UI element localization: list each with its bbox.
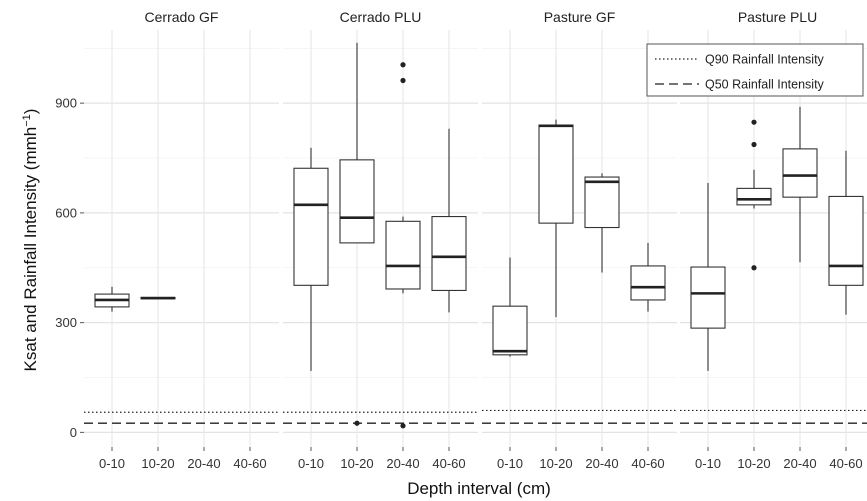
y-tick-label: 900 — [55, 96, 77, 111]
box-10-20 — [140, 296, 176, 300]
x-tick-label: 40-60 — [631, 456, 664, 471]
facet-title: Cerrado PLU — [340, 9, 422, 25]
x-tick-label: 0-10 — [99, 456, 125, 471]
y-axis-title: Ksat and Rainfall Intensity (mmh−1) — [21, 109, 40, 372]
box-body — [828, 195, 864, 286]
x-tick-label: 20-40 — [585, 456, 618, 471]
facet-title: Pasture PLU — [738, 9, 817, 25]
panel-cerrado-gf: Cerrado GF — [84, 9, 279, 447]
legend-label: Q90 Rainfall Intensity — [705, 53, 825, 67]
y-tick-label: 300 — [55, 315, 77, 330]
x-tick-label: 10-20 — [737, 456, 770, 471]
x-tick-label: 0-10 — [497, 456, 523, 471]
outlier-point — [400, 77, 406, 84]
panel-cerrado-plu: Cerrado PLU — [283, 9, 478, 447]
outlier-point — [751, 141, 757, 148]
y-axis: 0 300 600 900 — [55, 96, 84, 440]
box-10-20 — [538, 119, 574, 318]
legend-box — [646, 43, 864, 97]
x-tick-label: 40-60 — [829, 456, 862, 471]
box-20-40 — [385, 62, 421, 429]
box-body — [690, 266, 726, 329]
box-body — [736, 187, 772, 206]
x-tick-label: 20-40 — [187, 456, 220, 471]
box-body — [782, 148, 818, 198]
box-40-60 — [630, 242, 666, 312]
x-tick-label: 0-10 — [298, 456, 324, 471]
box-body — [492, 305, 528, 356]
box-40-60 — [431, 128, 467, 313]
x-tick-label: 40-60 — [432, 456, 465, 471]
box-10-20 — [736, 119, 772, 271]
outlier-point — [751, 265, 757, 271]
outlier-point — [751, 119, 757, 125]
box-body — [339, 159, 375, 244]
x-tick-label: 10-20 — [539, 456, 572, 471]
box-body — [385, 220, 421, 290]
box-20-40 — [584, 173, 620, 273]
legend: Q90 Rainfall Intensity Q50 Rainfall Inten… — [646, 43, 864, 97]
x-tick-label: 0-10 — [695, 456, 721, 471]
y-axis-title-end: ) — [21, 109, 40, 115]
y-tick-label: 0 — [70, 425, 77, 440]
x-axis: 0-10 10-20 20-40 40-60 0-10 10-20 20-40 40-60 0-… — [99, 447, 863, 471]
outlier-point — [400, 62, 406, 68]
box-0-10 — [94, 286, 130, 312]
y-axis-title-sup: −1 — [21, 114, 33, 127]
y-tick-label: 600 — [55, 205, 77, 220]
panel-pasture-gf: Pasture GF — [482, 9, 677, 447]
box-body — [293, 167, 329, 286]
box-body — [630, 265, 666, 301]
facet-title: Cerrado GF — [145, 9, 219, 25]
x-tick-label: 40-60 — [233, 456, 266, 471]
facet-title: Pasture GF — [544, 9, 616, 25]
box-body — [584, 176, 620, 229]
x-tick-label: 20-40 — [386, 456, 419, 471]
box-0-10 — [690, 182, 726, 371]
outlier-point — [400, 423, 406, 429]
x-tick-label: 10-20 — [340, 456, 373, 471]
box-body — [431, 216, 467, 291]
box-body — [538, 124, 574, 224]
x-tick-label: 20-40 — [783, 456, 816, 471]
legend-label: Q50 Rainfall Intensity — [705, 78, 825, 92]
box-0-10 — [492, 257, 528, 357]
box-10-20 — [339, 42, 375, 426]
box-20-40 — [782, 106, 818, 263]
x-axis-title: Depth interval (cm) — [407, 479, 551, 498]
outlier-point — [354, 420, 360, 426]
box-0-10 — [293, 147, 329, 371]
x-tick-label: 10-20 — [141, 456, 174, 471]
y-axis-title-main: Ksat and Rainfall Intensity (mmh — [21, 127, 40, 372]
box-40-60 — [828, 150, 864, 315]
